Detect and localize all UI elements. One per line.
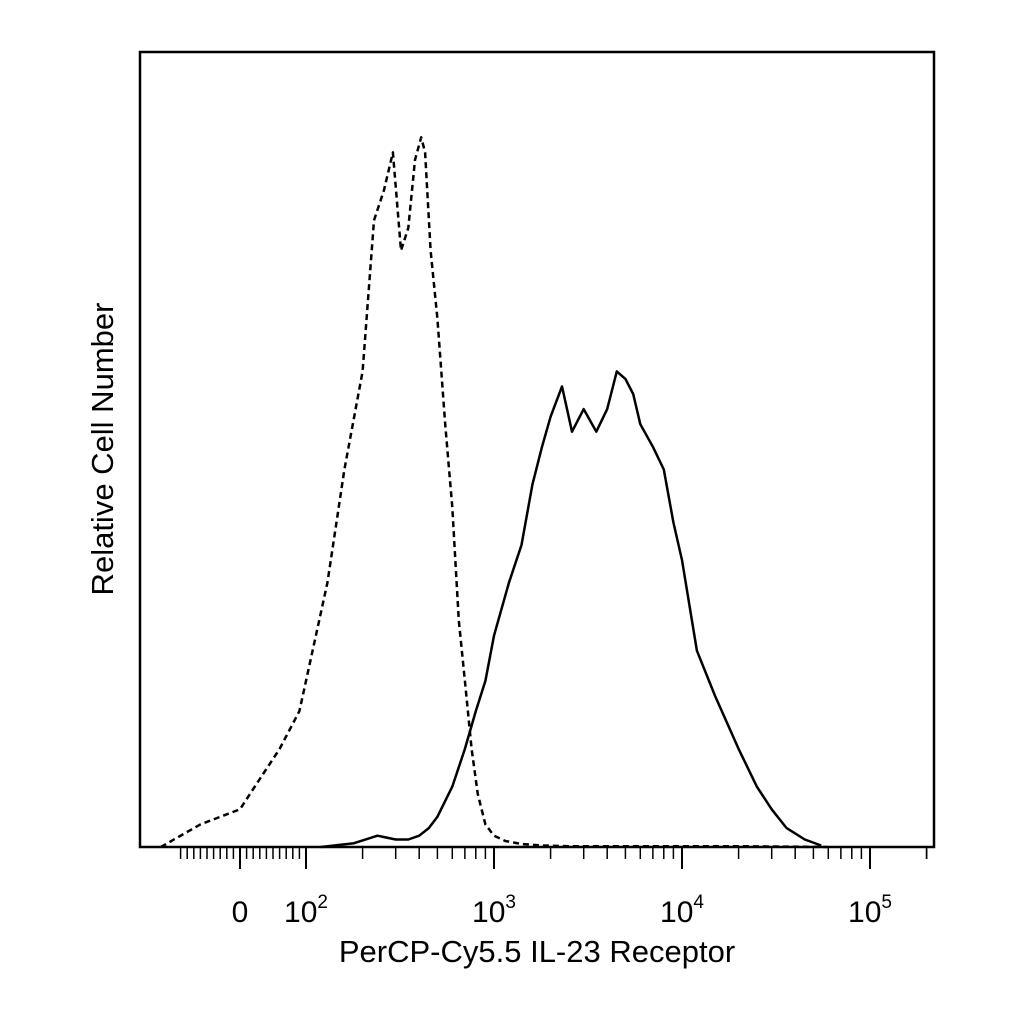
x-axis-tick-labels: 0 102 103 104 105	[232, 892, 892, 929]
x-tick-label: 104	[660, 892, 704, 929]
stained-sample-histogram-line	[320, 370, 822, 849]
histogram-series	[160, 136, 829, 849]
x-tick-label: 105	[848, 892, 892, 929]
x-tick-label: 103	[472, 892, 516, 929]
plot-frame	[138, 50, 936, 849]
x-axis-label: PerCP-Cy5.5 IL-23 Receptor	[339, 934, 735, 969]
isotype-control-histogram-line	[160, 136, 829, 849]
x-axis-ticks	[179, 847, 928, 869]
x-tick-label: 0	[232, 896, 249, 929]
x-tick-label: 102	[284, 892, 328, 929]
y-axis-label: Relative Cell Number	[85, 303, 120, 596]
